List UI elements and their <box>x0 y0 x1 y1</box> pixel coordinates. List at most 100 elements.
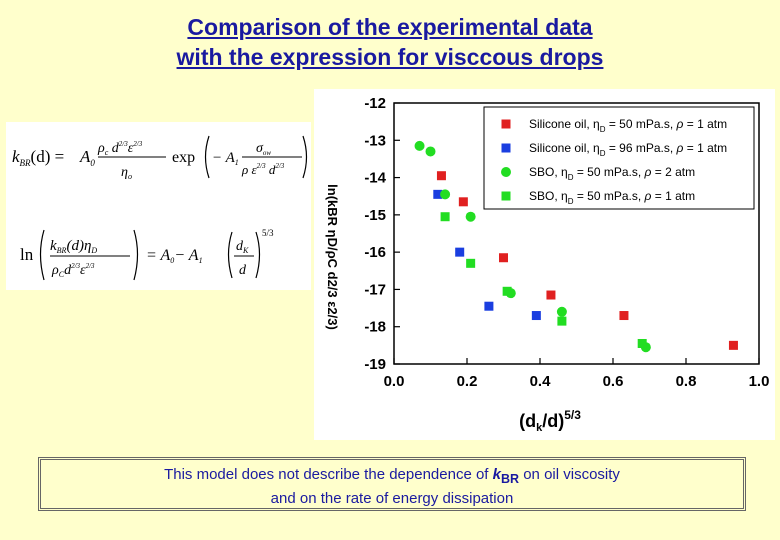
formula-panel: kBR(d) = A0 ρc d2/3ε2/3 ηo exp − A1 σow … <box>6 122 311 290</box>
data-point-series-4 <box>557 316 567 326</box>
x-tick-label: 0.8 <box>676 373 697 390</box>
eq2-d: d <box>239 263 247 278</box>
note-sub: BR <box>500 472 520 486</box>
plot-border <box>393 102 760 365</box>
data-point-series-1 <box>458 197 468 207</box>
equation-1: kBR(d) = A0 ρc d2/3ε2/3 ηo exp − A1 σow … <box>12 135 308 181</box>
data-point-series-2 <box>531 311 541 321</box>
eq2-A1-sub: 1 <box>199 256 203 265</box>
eq2-paren-left <box>39 229 45 281</box>
data-point-series-2 <box>455 247 465 257</box>
x-tick-label: 0.4 <box>530 373 552 390</box>
x-axis-sub: k <box>536 422 543 434</box>
eq2-paren-right-2 <box>255 231 261 279</box>
data-point-series-4 <box>466 258 476 268</box>
eq2-den-eps: ε <box>80 263 86 278</box>
eq1-den2-sup2: 2/3 <box>275 162 284 170</box>
legend-marker <box>501 119 511 129</box>
legend-marker <box>501 143 511 153</box>
eq1-A0: A <box>79 147 91 166</box>
eq2-dk: d <box>236 239 244 254</box>
data-point-series-3 <box>556 306 567 317</box>
eq1-sigma: σ <box>256 141 264 156</box>
x-axis-sup: 5/3 <box>564 408 581 422</box>
svg-text:ρc d2/3ε2/3: ρc d2/3ε2/3 <box>97 140 143 157</box>
eq1-paren-left <box>204 135 210 179</box>
eq1-k: k <box>12 147 20 166</box>
x-tick-label: 0.2 <box>457 373 478 390</box>
note-box: This model does not describe the depende… <box>38 457 746 511</box>
eq2-den-d: d <box>64 263 72 278</box>
y-tick-label: -13 <box>364 132 386 149</box>
chart-svg: ln(kBR ηD/ρC d2/3 ε2/3) 0.0 0.2 0.4 0.6 0.8 1… <box>325 95 769 434</box>
data-point-series-3 <box>440 189 451 200</box>
y-tick-label: -18 <box>364 319 386 336</box>
data-point-series-1 <box>499 253 508 263</box>
legend-marker <box>501 191 511 201</box>
legend-box <box>483 106 755 210</box>
eq1-den2: ρ ε <box>241 162 257 177</box>
note-suffix: on oil viscosity <box>519 466 620 483</box>
x-axis-label: (dk/d)5/3 <box>519 408 581 434</box>
svg-text:ηo: ηo <box>121 165 132 181</box>
eq1-arg: (d) = <box>31 147 65 166</box>
eq1-sigma-sub: ow <box>263 149 272 157</box>
data-point-series-2 <box>433 189 443 199</box>
y-tick-label: -12 <box>364 95 386 112</box>
x-tick-label: 0.6 <box>603 373 624 390</box>
data-point-series-1 <box>546 290 556 300</box>
legend-entry-3: SBO, ηD = 50 mPa.s, ρ = 2 atm <box>529 165 695 182</box>
svg-text:ρCd2/3ε2/3: ρCd2/3ε2/3 <box>51 262 95 279</box>
eq1-A0-sub: 0 <box>90 158 95 168</box>
formula-svg: kBR(d) = A0 ρc d2/3ε2/3 ηo exp − A1 σow … <box>12 135 308 281</box>
legend-marker <box>501 167 511 177</box>
y-axis-label: ln(kBR ηD/ρC d2/3 ε2/3) <box>325 184 340 330</box>
eq1-num-sup2: 2/3 <box>133 140 142 148</box>
eq2-power: 5/3 <box>262 228 274 238</box>
eq1-num-sup1: 2/3 <box>119 140 128 148</box>
data-point-series-3 <box>414 140 425 151</box>
y-ticks: -12 -13 -14 -15 -16 -17 -18 -19 <box>364 95 400 373</box>
svg-text:σow: σow <box>256 141 271 157</box>
eq2-num-k: k <box>50 238 57 254</box>
x-ticks: 0.0 0.2 0.4 0.6 0.8 1.0 <box>384 358 769 390</box>
eq1-den-sub: o <box>128 172 132 181</box>
svg-text:− A1: − A1 <box>212 150 239 167</box>
eq1-den2-sup1: 2/3 <box>257 162 266 170</box>
data-point-series-1 <box>436 171 446 181</box>
data-point-series-2 <box>484 301 494 311</box>
eq2-dk-sub: K <box>242 246 249 255</box>
svg-text:= A0− A1: = A0− A1 <box>146 247 203 265</box>
eq2-eq: = A <box>146 247 171 264</box>
eq2-paren-left-2 <box>227 231 233 279</box>
y-tick-label: -17 <box>364 281 386 298</box>
legend: Silicone oil, ηD = 50 mPa.s, ρ = 1 atm Si… <box>483 106 755 210</box>
data-point-series-1 <box>619 311 629 321</box>
eq1-num-eps: ε <box>128 141 134 156</box>
svg-text:A0: A0 <box>79 147 95 168</box>
eq2-num-sub2: D <box>90 246 97 255</box>
svg-text:ρ ε2/3 d2/3: ρ ε2/3 d2/3 <box>241 162 285 177</box>
eq2-den-rho: ρ <box>51 263 59 278</box>
plot-frame <box>393 102 760 365</box>
y-tick-label: -15 <box>364 207 386 224</box>
eq1-minus-A: − A <box>212 150 236 166</box>
eq2-den-sub: C <box>59 270 65 279</box>
eq1-num-sub: c <box>105 148 109 157</box>
y-tick-label: -19 <box>364 356 386 373</box>
eq2-paren-right <box>133 229 139 281</box>
y-axis-title: ln(kBR ηD/ρC d2/3 ε2/3) <box>325 184 340 330</box>
legend-entry-1: Silicone oil, ηD = 50 mPa.s, ρ = 1 atm <box>529 117 727 134</box>
legend-entry-2: Silicone oil, ηD = 96 mPa.s, ρ = 1 atm <box>529 141 727 158</box>
eq1-k-sub: BR <box>20 158 31 168</box>
data-point-series-3 <box>425 146 436 157</box>
eq1-num-rho: ρ <box>97 141 105 156</box>
note-line-2: and on the rate of energy dissipation <box>270 490 514 507</box>
eq2-minus: − A <box>174 247 199 264</box>
eq2-num-arg: (d)η <box>66 238 91 254</box>
eq2-den-sup1: 2/3 <box>71 262 80 270</box>
data-point-series-1 <box>728 340 738 350</box>
slide-title: Comparison of the experimental data with… <box>0 12 780 72</box>
data-point-series-4 <box>440 212 450 222</box>
title-line-2: with the expression for visccous drops <box>176 44 604 70</box>
